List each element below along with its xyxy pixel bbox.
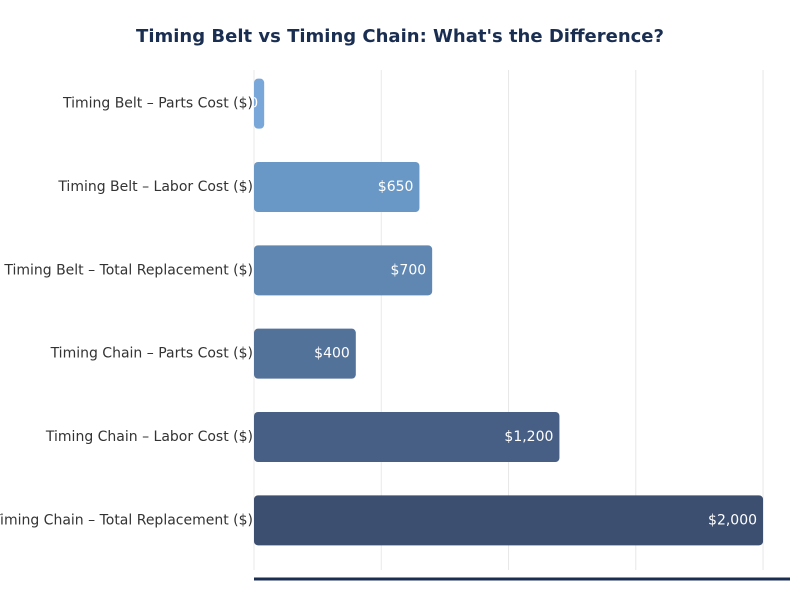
y-tick-label: Timing Chain – Total Replacement ($) [0, 512, 253, 528]
y-tick-label: Timing Belt – Parts Cost ($) [62, 96, 253, 112]
bar [254, 245, 433, 296]
bar [254, 78, 265, 129]
value-label: $650 [378, 179, 414, 195]
value-label: $40 [231, 96, 258, 112]
chart-title: Timing Belt vs Timing Chain: What's the … [136, 26, 664, 47]
bar [254, 162, 420, 212]
y-tick-label: Timing Belt – Labor Cost ($) [57, 179, 253, 195]
bar [254, 412, 560, 462]
y-tick-label: Timing Chain – Labor Cost ($) [45, 429, 253, 445]
value-label: $400 [314, 346, 350, 362]
value-label: $2,000 [708, 512, 757, 528]
y-tick-label: Timing Belt – Total Replacement ($) [3, 262, 253, 278]
bar [254, 495, 764, 546]
y-tick-label: Timing Chain – Parts Cost ($) [50, 346, 253, 362]
value-label: $700 [391, 262, 427, 278]
bar [254, 328, 356, 379]
value-label: $1,200 [504, 429, 553, 445]
